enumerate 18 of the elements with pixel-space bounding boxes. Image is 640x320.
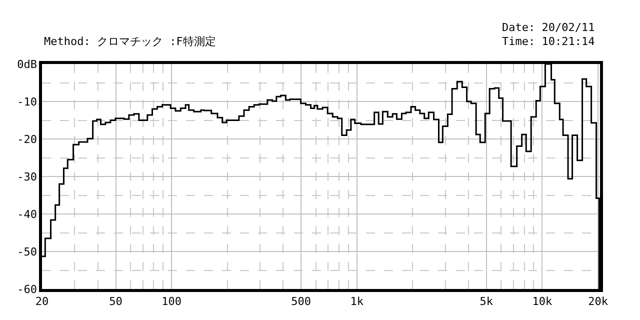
x-tick-label: 5k [480, 294, 494, 308]
text: Date: 20/02/11 [502, 21, 595, 34]
y-tick-label: -40 [17, 208, 38, 221]
x-tick-label: 100 [162, 294, 182, 308]
x-tick-label: 500 [291, 294, 312, 308]
y-tick-label: -20 [17, 132, 38, 146]
y-tick-label: -10 [17, 95, 38, 108]
x-tick-label: 20 [35, 294, 49, 308]
text: Method: クロマチック :F特測定 [44, 35, 216, 48]
y-tick-label: -30 [17, 170, 38, 184]
y-tick-label: -50 [17, 245, 38, 258]
x-tick-label: 10k [532, 294, 553, 308]
x-tick-label: 1k [350, 294, 364, 308]
y-tick-label: 0dB [17, 58, 38, 71]
y-tick-label: -60 [17, 282, 38, 296]
text: Time: 10:21:14 [502, 35, 596, 48]
x-tick-label: 20k [588, 294, 608, 308]
x-tick-label: 50 [109, 294, 122, 308]
